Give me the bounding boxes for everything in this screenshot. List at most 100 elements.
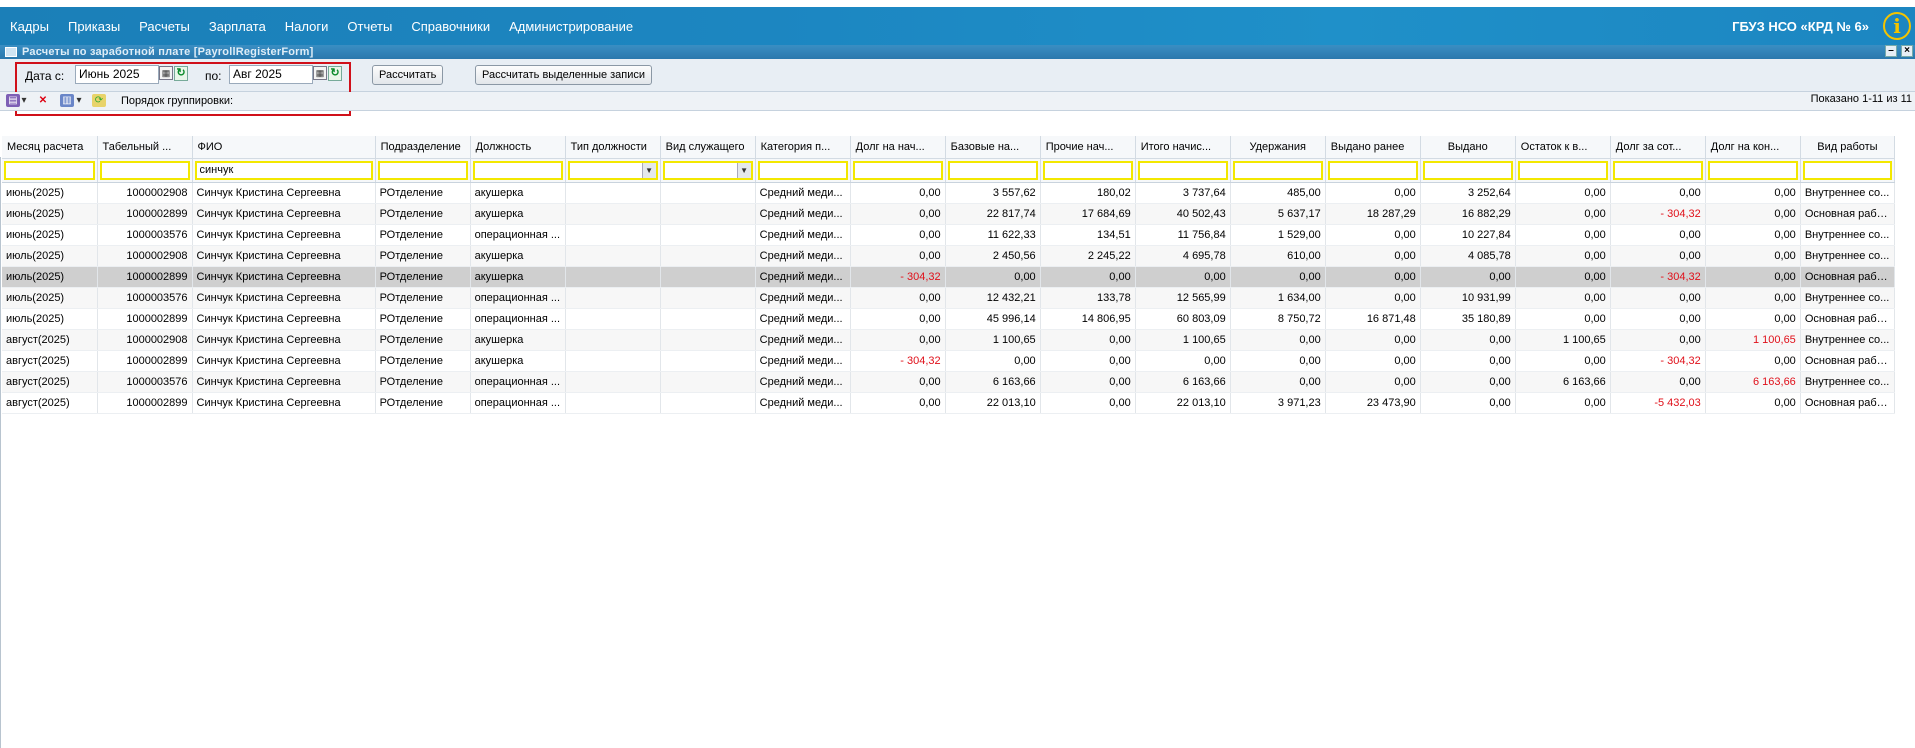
col-header-balance[interactable]: Остаток к в... — [1515, 136, 1611, 159]
table-row[interactable]: июль(2025) 1000002899 Синчук Кристина Серг… — [2, 266, 1896, 288]
col-header-debt-end[interactable]: Долг на кон... — [1705, 136, 1801, 159]
filter-input-category[interactable] — [757, 160, 848, 180]
table-cell: 6 163,66 — [945, 371, 1041, 393]
col-header-work-type[interactable]: Вид работы — [1800, 136, 1896, 159]
menu-item-kadry[interactable]: Кадры — [10, 18, 49, 34]
table-cell: июнь(2025) — [2, 182, 98, 204]
table-row[interactable]: август(2025) 1000002899 Синчук Кристина Се… — [2, 392, 1896, 414]
grouping-order-label: Порядок группировки: — [121, 95, 234, 107]
table-row[interactable]: август(2025) 1000002908 Синчук Кристина Се… — [2, 329, 1896, 351]
table-cell: РОтделение — [375, 182, 471, 204]
chevron-down-icon[interactable]: ▾ — [21, 95, 27, 106]
chevron-down-icon[interactable]: ▼ — [736, 162, 751, 178]
table-row[interactable]: август(2025) 1000002899 Синчук Кристина Се… — [2, 350, 1896, 372]
table-cell — [565, 329, 661, 351]
filter-input-other-accruals[interactable] — [1042, 160, 1133, 180]
filter-input-paid[interactable] — [1422, 160, 1513, 180]
columns-icon[interactable]: ▥ — [60, 94, 74, 107]
col-header-fio[interactable]: ФИО — [192, 136, 376, 159]
col-header-debt-start[interactable]: Долг на нач... — [850, 136, 946, 159]
table-row[interactable]: июнь(2025) 1000003576 Синчук Кристина Серг… — [2, 224, 1896, 246]
table-cell: 0,00 — [1705, 245, 1801, 267]
filter-select-position-type[interactable]: ▼ — [567, 160, 658, 180]
clear-date-icon[interactable]: ↻ — [174, 66, 188, 81]
filter-input-position[interactable] — [472, 160, 563, 180]
col-header-month[interactable]: Месяц расчета — [2, 136, 98, 159]
table-cell: 0,00 — [1610, 224, 1706, 246]
table-cell: Средний меди... — [755, 287, 851, 309]
table-cell: акушерка — [470, 182, 566, 204]
table-row[interactable]: июль(2025) 1000002899 Синчук Кристина Серг… — [2, 308, 1896, 330]
export-icon[interactable]: ▤ — [6, 94, 20, 107]
table-row[interactable]: июнь(2025) 1000002908 Синчук Кристина Серг… — [2, 182, 1896, 204]
filter-input-work-type[interactable] — [1802, 160, 1892, 180]
filter-input-paid-earlier[interactable] — [1327, 160, 1418, 180]
col-header-paid[interactable]: Выдано — [1420, 136, 1516, 159]
chevron-down-icon[interactable]: ▼ — [641, 162, 656, 178]
table-cell: 1 100,65 — [945, 329, 1041, 351]
col-header-employee-debt[interactable]: Долг за сот... — [1610, 136, 1706, 159]
col-header-employee-kind[interactable]: Вид служащего — [660, 136, 756, 159]
filter-input-month[interactable] — [4, 160, 95, 180]
table-cell: 1 100,65 — [1705, 329, 1801, 351]
table-cell: 0,00 — [1325, 350, 1421, 372]
minimize-icon[interactable]: – — [1885, 45, 1897, 57]
table-cell: Средний меди... — [755, 266, 851, 288]
table-cell: 10 931,99 — [1420, 287, 1516, 309]
col-header-department[interactable]: Подразделение — [375, 136, 471, 159]
table-cell: Синчук Кристина Сергеевна — [192, 308, 376, 330]
filter-input-department[interactable] — [377, 160, 468, 180]
filter-input-base-accruals[interactable] — [947, 160, 1038, 180]
table-cell: 4 695,78 — [1135, 245, 1231, 267]
chevron-down-icon[interactable]: ▾ — [76, 95, 82, 106]
clear-filter-icon[interactable]: ✕ — [38, 95, 48, 106]
table-row[interactable]: июль(2025) 1000002908 Синчук Кристина Серг… — [2, 245, 1896, 267]
col-header-position[interactable]: Должность — [470, 136, 566, 159]
info-icon[interactable]: i — [1883, 12, 1911, 40]
col-header-other-accruals[interactable]: Прочие нач... — [1040, 136, 1136, 159]
col-header-deductions[interactable]: Удержания — [1230, 136, 1326, 159]
date-to-field[interactable]: Авг 2025 — [229, 65, 313, 84]
col-header-tab-number[interactable]: Табельный ... — [97, 136, 193, 159]
col-header-total-accrued[interactable]: Итого начис... — [1135, 136, 1231, 159]
filter-input-debt-start[interactable] — [852, 160, 943, 180]
filter-input-tab-number[interactable] — [99, 160, 190, 180]
filter-input-fio[interactable]: синчук — [194, 160, 373, 180]
table-cell: 5 637,17 — [1230, 203, 1326, 225]
table-cell — [565, 182, 661, 204]
table-cell: Средний меди... — [755, 245, 851, 267]
menu-item-zarplata[interactable]: Зарплата — [208, 18, 266, 34]
calendar-icon[interactable]: ▦ — [313, 66, 327, 80]
date-from-field[interactable]: Июнь 2025 — [75, 65, 159, 84]
menu-item-otchety[interactable]: Отчеты — [347, 18, 393, 34]
col-header-paid-earlier[interactable]: Выдано ранее — [1325, 136, 1421, 159]
clear-date-icon[interactable]: ↻ — [328, 66, 342, 81]
filter-input-debt-end[interactable] — [1707, 160, 1798, 180]
table-row[interactable]: июнь(2025) 1000002899 Синчук Кристина Серг… — [2, 203, 1896, 225]
table-cell: 0,00 — [1230, 350, 1326, 372]
col-header-position-type[interactable]: Тип должности — [565, 136, 661, 159]
col-header-base-accruals[interactable]: Базовые на... — [945, 136, 1041, 159]
filter-select-employee-kind[interactable]: ▼ — [662, 160, 753, 180]
table-row[interactable]: август(2025) 1000003576 Синчук Кристина Се… — [2, 371, 1896, 393]
filter-input-employee-debt[interactable] — [1612, 160, 1703, 180]
table-cell: Внутреннее со... — [1800, 287, 1896, 309]
filter-input-balance[interactable] — [1517, 160, 1608, 180]
filter-input-deductions[interactable] — [1232, 160, 1323, 180]
table-cell: Внутреннее со... — [1800, 182, 1896, 204]
table-row[interactable]: июль(2025) 1000003576 Синчук Кристина Серг… — [2, 287, 1896, 309]
menu-item-raschety[interactable]: Расчеты — [139, 18, 190, 34]
calculate-selected-button[interactable]: Рассчитать выделенные записи — [475, 65, 653, 85]
menu-item-nalogi[interactable]: Налоги — [284, 18, 329, 34]
table-cell: Синчук Кристина Сергеевна — [192, 182, 376, 204]
refresh-icon[interactable]: ⟳ — [92, 94, 106, 107]
menu-item-spravochniki[interactable]: Справочники — [411, 18, 491, 34]
calculate-button[interactable]: Рассчитать — [372, 65, 444, 85]
close-icon[interactable]: × — [1901, 45, 1913, 57]
calendar-icon[interactable]: ▦ — [159, 66, 173, 80]
table-cell: 0,00 — [1040, 371, 1136, 393]
menu-item-prikazy[interactable]: Приказы — [67, 18, 121, 34]
filter-input-total-accrued[interactable] — [1137, 160, 1228, 180]
menu-item-administrirovanie[interactable]: Администрирование — [509, 18, 634, 34]
col-header-category[interactable]: Категория п... — [755, 136, 851, 159]
